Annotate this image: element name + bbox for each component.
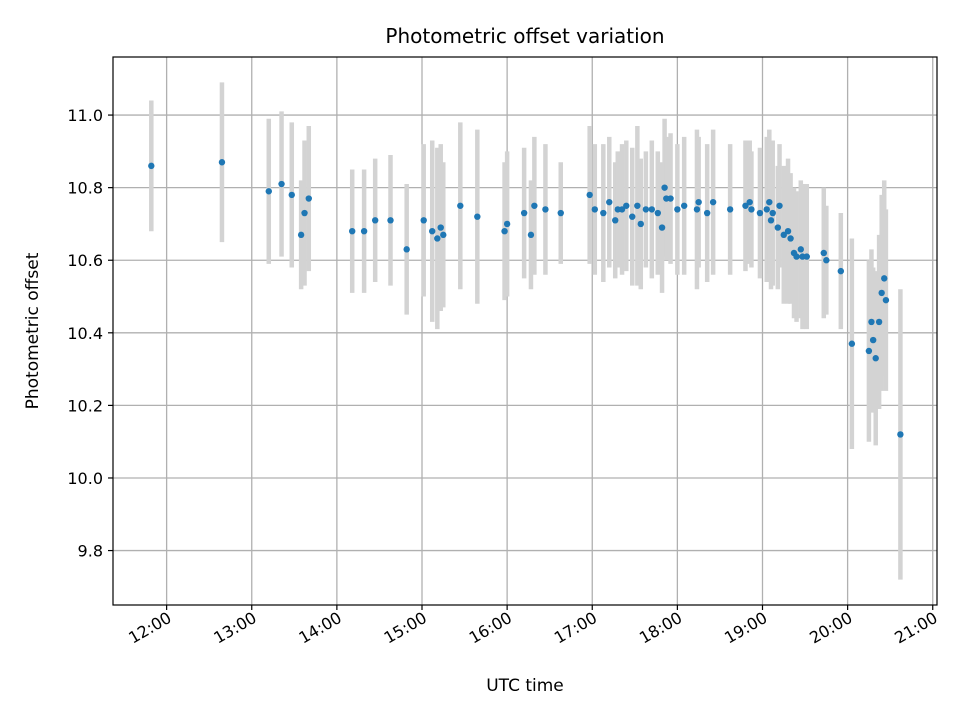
data-point: [793, 253, 800, 260]
data-point: [591, 206, 599, 213]
data-point: [865, 347, 873, 355]
data-point: [875, 318, 883, 326]
y-tick-label: 10.0: [67, 469, 103, 488]
data-point: [776, 202, 783, 209]
data-point: [746, 198, 753, 206]
data-point: [703, 209, 711, 217]
data-point: [265, 188, 272, 195]
data-point: [642, 206, 650, 213]
y-axis-ticks: 9.8 10.0 10.2 10.4 10.6 10.8 11.0: [67, 106, 113, 561]
data-point: [784, 227, 792, 235]
grid-lines: [113, 57, 937, 605]
data-point: [823, 257, 830, 264]
data-point: [748, 206, 755, 213]
data-point: [767, 217, 775, 224]
data-point: [756, 209, 764, 217]
data-point: [803, 253, 810, 260]
data-point: [742, 202, 749, 209]
data-point: [586, 191, 593, 199]
data-point: [531, 202, 538, 209]
data-point: [501, 227, 508, 235]
data-point: [648, 206, 656, 213]
data-point: [869, 336, 877, 344]
y-tick-label: 10.6: [67, 251, 103, 270]
data-point: [457, 202, 464, 209]
chart-title: Photometric offset variation: [385, 24, 664, 48]
data-point: [695, 198, 702, 206]
data-point: [658, 224, 666, 231]
data-point: [297, 231, 305, 239]
data-point: [837, 267, 845, 275]
data-point: [780, 231, 787, 239]
y-tick-label: 10.2: [67, 396, 103, 415]
data-point: [360, 227, 368, 235]
data-point: [787, 235, 794, 242]
data-point: [606, 198, 613, 206]
data-point: [301, 209, 308, 217]
point-group: [148, 159, 904, 438]
data-point: [348, 227, 356, 235]
data-point: [474, 213, 481, 220]
data-point: [305, 195, 312, 202]
data-point: [709, 198, 717, 206]
data-point: [766, 198, 773, 206]
data-point: [693, 206, 701, 213]
data-point: [872, 355, 879, 362]
data-point: [726, 206, 734, 213]
data-point: [881, 275, 888, 282]
y-tick-label: 10.8: [67, 179, 103, 198]
data-point: [878, 289, 885, 297]
data-point: [557, 209, 564, 217]
data-point: [820, 249, 827, 257]
data-point: [387, 217, 394, 224]
plot-frame: [112, 56, 938, 606]
data-point: [654, 209, 661, 217]
data-point: [848, 340, 856, 347]
data-point: [634, 202, 641, 209]
data-point: [661, 184, 668, 191]
data-point: [674, 206, 681, 213]
data-point: [763, 206, 770, 213]
data-point: [623, 202, 630, 209]
data-point: [680, 202, 688, 209]
data-point: [527, 231, 535, 239]
y-tick-label: 10.4: [67, 324, 103, 343]
data-point: [637, 220, 644, 228]
data-point: [218, 159, 226, 166]
data-point: [797, 246, 805, 253]
y-axis-label: Photometric offset: [23, 252, 43, 409]
data-point: [437, 224, 444, 231]
data-point: [667, 195, 674, 202]
data-point: [278, 180, 285, 188]
data-point: [868, 318, 875, 326]
data-point: [618, 206, 626, 213]
y-tick-label: 9.8: [78, 542, 103, 561]
data-point: [542, 206, 549, 213]
data-point: [600, 209, 607, 217]
data-point: [429, 227, 436, 235]
data-point: [440, 231, 447, 239]
data-point: [434, 235, 441, 242]
data-point: [520, 209, 528, 217]
data-point: [769, 209, 776, 217]
y-tick-label: 11.0: [67, 106, 103, 125]
data-point: [774, 224, 782, 231]
data-point: [371, 217, 379, 224]
data-point: [403, 246, 410, 253]
data-point: [882, 296, 890, 304]
data-point: [897, 431, 904, 438]
data-point: [420, 217, 427, 224]
data-point: [629, 213, 636, 220]
data-point: [612, 217, 619, 224]
x-axis-label: UTC time: [486, 676, 564, 696]
data-point: [503, 220, 511, 228]
data-point: [148, 162, 155, 170]
data-point: [288, 191, 295, 199]
